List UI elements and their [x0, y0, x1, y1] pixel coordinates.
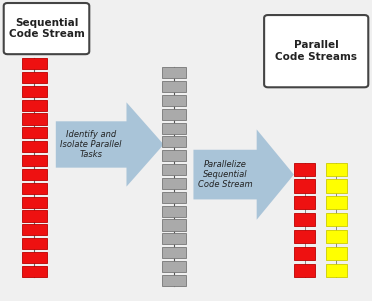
- Bar: [294, 230, 315, 243]
- Bar: [22, 155, 46, 166]
- Bar: [162, 261, 186, 272]
- Bar: [22, 238, 46, 249]
- Bar: [22, 100, 46, 111]
- Bar: [22, 127, 46, 138]
- Bar: [162, 233, 186, 244]
- Bar: [22, 210, 46, 222]
- Bar: [162, 109, 186, 120]
- Bar: [294, 179, 315, 193]
- Bar: [22, 113, 46, 125]
- Bar: [22, 183, 46, 194]
- Bar: [22, 252, 46, 263]
- Bar: [162, 123, 186, 134]
- Bar: [22, 58, 46, 69]
- Bar: [162, 67, 186, 78]
- Polygon shape: [193, 129, 294, 220]
- Bar: [162, 219, 186, 231]
- Bar: [162, 81, 186, 92]
- Bar: [162, 192, 186, 203]
- Bar: [162, 95, 186, 106]
- Bar: [162, 247, 186, 258]
- Bar: [162, 164, 186, 175]
- Text: Parallelize
Sequential
Code Stream: Parallelize Sequential Code Stream: [198, 160, 252, 190]
- Bar: [326, 179, 347, 193]
- Polygon shape: [56, 102, 164, 187]
- Bar: [294, 213, 315, 226]
- Bar: [326, 163, 347, 176]
- FancyBboxPatch shape: [264, 15, 368, 87]
- Text: Parallel
Code Streams: Parallel Code Streams: [275, 40, 357, 62]
- Bar: [294, 264, 315, 277]
- Bar: [326, 230, 347, 243]
- Bar: [22, 197, 46, 208]
- Bar: [162, 275, 186, 286]
- Bar: [326, 213, 347, 226]
- Bar: [22, 266, 46, 277]
- Text: Identify and
Isolate Parallel
Tasks: Identify and Isolate Parallel Tasks: [60, 129, 122, 160]
- Bar: [326, 247, 347, 260]
- Bar: [22, 169, 46, 180]
- Bar: [326, 196, 347, 209]
- Bar: [294, 196, 315, 209]
- Bar: [326, 264, 347, 277]
- Text: Sequential
Code Stream: Sequential Code Stream: [9, 18, 84, 39]
- Bar: [162, 150, 186, 161]
- Bar: [22, 72, 46, 83]
- Bar: [22, 86, 46, 97]
- Bar: [162, 206, 186, 217]
- Bar: [22, 141, 46, 152]
- Bar: [294, 247, 315, 260]
- Bar: [162, 136, 186, 147]
- Bar: [22, 224, 46, 235]
- Bar: [294, 163, 315, 176]
- Bar: [162, 178, 186, 189]
- FancyBboxPatch shape: [4, 3, 89, 54]
